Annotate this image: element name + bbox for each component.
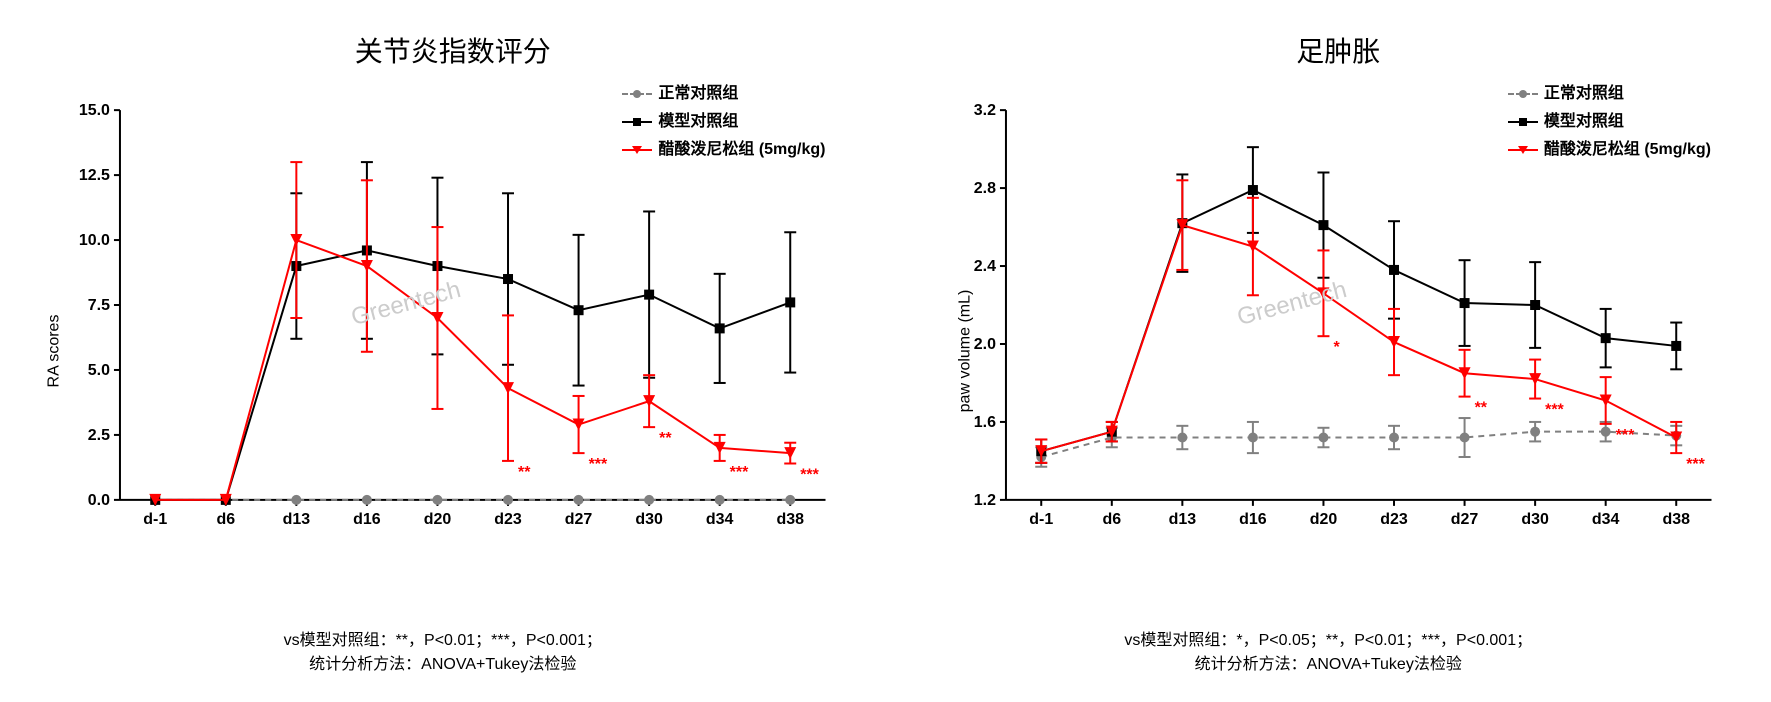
chart2-title: 足肿胀 <box>946 30 1732 70</box>
legend-label: 模型对照组 <box>1544 108 1624 136</box>
legend-label: 醋酸泼尼松组 (5mg/kg) <box>658 136 825 164</box>
chart1-legend: 正常对照组模型对照组醋酸泼尼松组 (5mg/kg) <box>622 80 825 164</box>
svg-text:d34: d34 <box>706 511 734 528</box>
svg-text:d20: d20 <box>424 511 452 528</box>
svg-text:1.6: 1.6 <box>973 414 995 431</box>
svg-text:d23: d23 <box>494 511 522 528</box>
legend-marker <box>622 88 652 100</box>
legend-row: 模型对照组 <box>622 108 825 136</box>
svg-text:***: *** <box>1545 402 1564 419</box>
svg-text:d30: d30 <box>1521 511 1549 528</box>
svg-text:d16: d16 <box>1239 511 1267 528</box>
svg-text:12.5: 12.5 <box>79 167 110 184</box>
panel-left: 关节炎指数评分 RA scores 0.02.55.07.510.012.515… <box>0 0 886 702</box>
svg-text:d13: d13 <box>283 511 311 528</box>
svg-text:0.0: 0.0 <box>88 492 110 509</box>
legend-marker <box>622 144 652 156</box>
chart2-legend: 正常对照组模型对照组醋酸泼尼松组 (5mg/kg) <box>1508 80 1711 164</box>
legend-marker-shape <box>632 146 642 154</box>
chart1-title: 关节炎指数评分 <box>60 30 846 70</box>
svg-text:d27: d27 <box>565 511 593 528</box>
legend-row: 醋酸泼尼松组 (5mg/kg) <box>622 136 825 164</box>
svg-text:d23: d23 <box>1380 511 1408 528</box>
legend-label: 正常对照组 <box>1544 80 1624 108</box>
svg-text:d30: d30 <box>635 511 663 528</box>
chart2-footer: vs模型对照组：*，P<0.05；**，P<0.01；***，P<0.001； … <box>886 629 1771 677</box>
legend-label: 模型对照组 <box>658 108 738 136</box>
legend-marker <box>1508 88 1538 100</box>
svg-text:***: *** <box>1686 456 1705 473</box>
svg-text:***: *** <box>730 464 749 481</box>
svg-text:***: *** <box>800 466 819 483</box>
legend-row: 醋酸泼尼松组 (5mg/kg) <box>1508 136 1711 164</box>
panel-right: 足肿胀 paw volume (mL) 1.21.62.02.42.83.2d-… <box>886 0 1771 702</box>
svg-text:***: *** <box>1615 427 1634 444</box>
legend-marker-shape <box>633 90 641 98</box>
legend-marker <box>1508 116 1538 128</box>
svg-text:d27: d27 <box>1450 511 1478 528</box>
svg-text:d16: d16 <box>353 511 381 528</box>
legend-marker <box>1508 144 1538 156</box>
chart2-footer-line1: vs模型对照组：*，P<0.05；**，P<0.01；***，P<0.001； <box>886 629 1771 653</box>
svg-text:**: ** <box>1474 400 1487 417</box>
svg-text:**: ** <box>518 464 531 481</box>
legend-label: 正常对照组 <box>658 80 738 108</box>
svg-text:7.5: 7.5 <box>88 297 110 314</box>
svg-text:**: ** <box>659 430 672 447</box>
svg-text:*: * <box>1333 339 1340 356</box>
svg-text:15.0: 15.0 <box>79 102 110 119</box>
svg-text:1.2: 1.2 <box>973 492 995 509</box>
svg-text:2.4: 2.4 <box>973 258 995 275</box>
svg-text:5.0: 5.0 <box>88 362 110 379</box>
legend-marker <box>622 116 652 128</box>
svg-text:2.0: 2.0 <box>973 336 995 353</box>
legend-marker-shape <box>1519 90 1527 98</box>
legend-row: 模型对照组 <box>1508 108 1711 136</box>
chart2-footer-line2: 统计分析方法：ANOVA+Tukey法检验 <box>886 653 1771 677</box>
panels-container: 关节炎指数评分 RA scores 0.02.55.07.510.012.515… <box>0 0 1771 702</box>
chart1-footer-line1: vs模型对照组：**，P<0.01；***，P<0.001； <box>0 629 886 653</box>
legend-label: 醋酸泼尼松组 (5mg/kg) <box>1544 136 1711 164</box>
svg-text:d20: d20 <box>1309 511 1337 528</box>
svg-text:2.8: 2.8 <box>973 180 995 197</box>
legend-marker-shape <box>633 118 641 126</box>
svg-text:d38: d38 <box>776 511 804 528</box>
svg-text:d6: d6 <box>1102 511 1121 528</box>
svg-text:d-1: d-1 <box>143 511 167 528</box>
legend-row: 正常对照组 <box>1508 80 1711 108</box>
svg-text:3.2: 3.2 <box>973 102 995 119</box>
svg-text:d34: d34 <box>1591 511 1619 528</box>
svg-text:d6: d6 <box>216 511 235 528</box>
svg-text:d-1: d-1 <box>1029 511 1053 528</box>
svg-text:10.0: 10.0 <box>79 232 110 249</box>
chart1-footer: vs模型对照组：**，P<0.01；***，P<0.001； 统计分析方法：AN… <box>0 629 886 677</box>
svg-text:d13: d13 <box>1168 511 1196 528</box>
svg-text:2.5: 2.5 <box>88 427 110 444</box>
legend-marker-shape <box>1518 146 1528 154</box>
svg-text:d38: d38 <box>1662 511 1690 528</box>
legend-row: 正常对照组 <box>622 80 825 108</box>
svg-text:***: *** <box>589 456 608 473</box>
legend-marker-shape <box>1519 118 1527 126</box>
chart1-footer-line2: 统计分析方法：ANOVA+Tukey法检验 <box>0 653 886 677</box>
